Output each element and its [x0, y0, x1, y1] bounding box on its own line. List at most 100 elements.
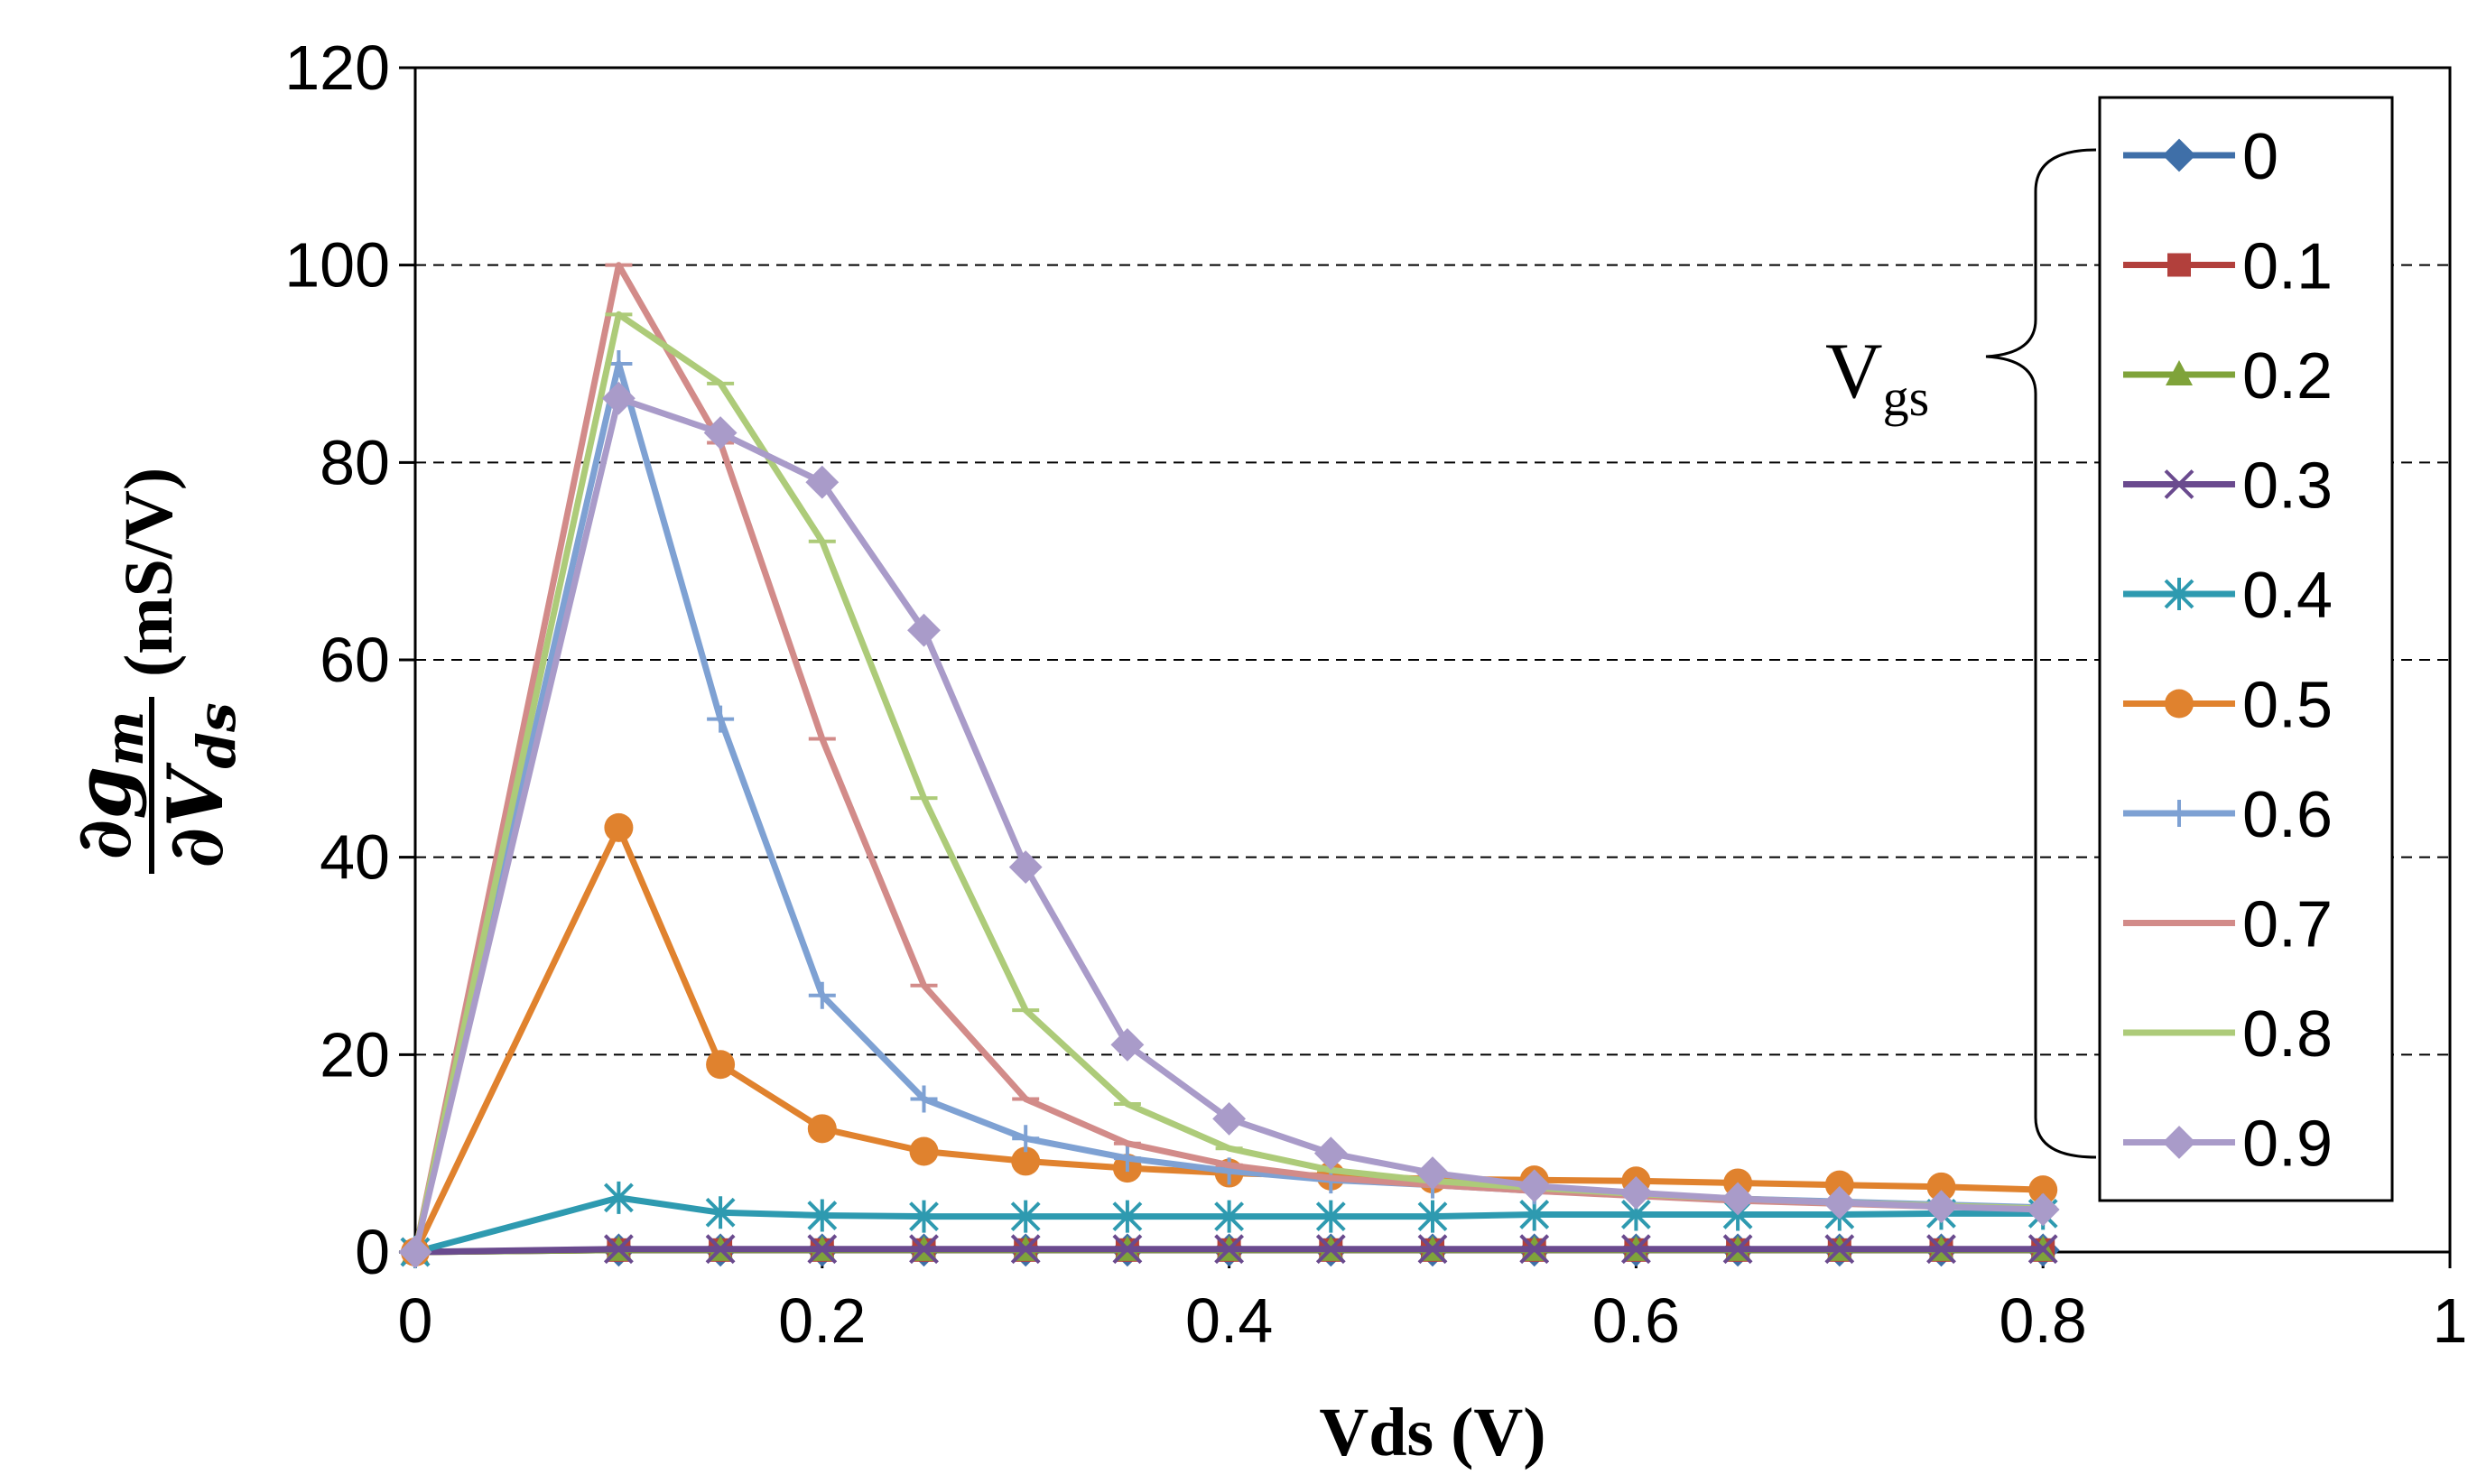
y-tick-label: 120	[284, 32, 390, 103]
data-point	[907, 613, 941, 647]
series-line	[412, 1194, 2046, 1256]
y-tick-label: 60	[320, 625, 390, 695]
legend-item: 0	[2123, 121, 2278, 193]
data-point	[1315, 1200, 1346, 1233]
data-point	[808, 981, 836, 1009]
series-0.9	[398, 381, 2060, 1269]
x-tick-label: 0.6	[1592, 1285, 1680, 1356]
x-tick-label: 0	[398, 1285, 433, 1356]
data-point	[1926, 1234, 1956, 1265]
legend-swatch-marker	[2165, 689, 2194, 719]
legend-swatch-marker	[2167, 253, 2191, 277]
data-point	[1212, 1101, 1247, 1136]
x-tick-label: 0.2	[778, 1285, 866, 1356]
legend-swatch-marker	[2164, 578, 2194, 610]
data-point	[1417, 1200, 1448, 1233]
data-point	[2027, 1234, 2058, 1265]
x-tick-label: 0.8	[1999, 1285, 2087, 1356]
series-0.3	[400, 1234, 2058, 1267]
data-point	[603, 1181, 634, 1214]
vgs-label: V	[1825, 328, 1883, 415]
series-line	[412, 1246, 2046, 1256]
data-point	[601, 381, 636, 415]
legend-item: 0.9	[2123, 1108, 2333, 1181]
data-point	[807, 1114, 837, 1144]
legend-label: 0.7	[2242, 889, 2333, 961]
data-point	[2026, 1192, 2060, 1227]
vgs-annotation: Vgs	[1825, 148, 2097, 1159]
y-tick-label: 20	[320, 1019, 390, 1090]
legend-item: 0.4	[2123, 560, 2333, 632]
data-point	[1519, 1234, 1550, 1265]
data-point	[2028, 1175, 2058, 1205]
legend-swatch-marker	[2164, 469, 2194, 499]
data-point	[910, 1085, 938, 1113]
legend-item: 0.1	[2123, 231, 2333, 303]
y-title-den-sub: ds	[186, 702, 247, 768]
legend-label: 0.9	[2242, 1108, 2333, 1181]
y-axis-ticks: 0 20 40 60 80 100 120	[284, 32, 415, 1287]
legend-item: 0.6	[2123, 779, 2333, 851]
data-point	[706, 1050, 736, 1080]
x-axis-ticks: 0 0.2 0.4 0.6 0.8 1	[398, 1252, 2468, 1356]
data-point	[1008, 850, 1043, 885]
x-tick-label: 0.4	[1185, 1285, 1273, 1356]
y-tick-label: 40	[320, 822, 390, 893]
y-title-num-partial: ∂	[59, 820, 148, 860]
data-point	[1113, 1145, 1141, 1173]
data-series	[398, 262, 2060, 1269]
data-point	[707, 705, 735, 733]
data-point	[909, 1200, 939, 1233]
data-point	[1926, 1172, 1956, 1201]
legend-label: 0.5	[2242, 670, 2333, 742]
data-point	[703, 416, 738, 450]
legend-swatch-marker	[2162, 138, 2196, 172]
vgs-subscript: gs	[1883, 368, 1930, 427]
legend-swatch-marker	[2162, 1126, 2196, 1159]
data-point	[1925, 1190, 1958, 1224]
data-point	[604, 812, 634, 842]
data-point	[1315, 1234, 1346, 1265]
legend: 0 0.1 0.2 0.3 0.4 0.5 0.6 0.7 0.8 0.9	[2098, 96, 2394, 1202]
legend-item: 0.2	[2123, 340, 2333, 413]
data-point	[909, 1234, 939, 1265]
data-point	[1620, 1234, 1651, 1265]
data-point	[1214, 1200, 1245, 1233]
legend-box	[2098, 96, 2394, 1202]
data-point	[398, 1235, 432, 1269]
y-axis-title: ∂gm ∂Vds (mS/V)	[59, 468, 247, 874]
legend-brace	[1985, 148, 2097, 1159]
legend-label: 0.6	[2242, 779, 2333, 851]
legend-label: 0.8	[2242, 998, 2333, 1071]
data-point	[1824, 1170, 1854, 1200]
data-point	[1313, 1136, 1348, 1171]
data-point	[1010, 1200, 1041, 1233]
data-point	[603, 1234, 634, 1265]
data-point	[1112, 1234, 1143, 1265]
y-title-num-var: g	[59, 766, 148, 820]
svg-text:∂gm: ∂gm	[59, 711, 155, 860]
legend-label: 0.1	[2242, 231, 2333, 303]
data-point	[705, 1234, 736, 1265]
data-point	[805, 465, 840, 499]
legend-item: 0.3	[2123, 450, 2333, 523]
legend-item: 0.8	[2123, 998, 2333, 1071]
series-line	[412, 394, 2046, 1256]
data-point	[807, 1234, 838, 1265]
legend-label: 0.4	[2242, 560, 2333, 632]
data-point	[1721, 1182, 1755, 1216]
data-point	[1823, 1185, 1857, 1220]
series-line	[412, 824, 2046, 1256]
y-title-den-var: V	[151, 762, 240, 828]
legend-item: 0.7	[2123, 889, 2333, 961]
data-point	[1112, 1200, 1143, 1233]
data-point	[1824, 1234, 1855, 1265]
y-tick-label: 80	[320, 427, 390, 497]
data-point	[1010, 1234, 1041, 1265]
data-point	[1011, 1146, 1041, 1176]
data-point	[1110, 1027, 1145, 1062]
data-point	[1012, 1125, 1040, 1153]
x-tick-label: 1	[2433, 1285, 2468, 1356]
y-title-num-sub: m	[94, 711, 155, 766]
